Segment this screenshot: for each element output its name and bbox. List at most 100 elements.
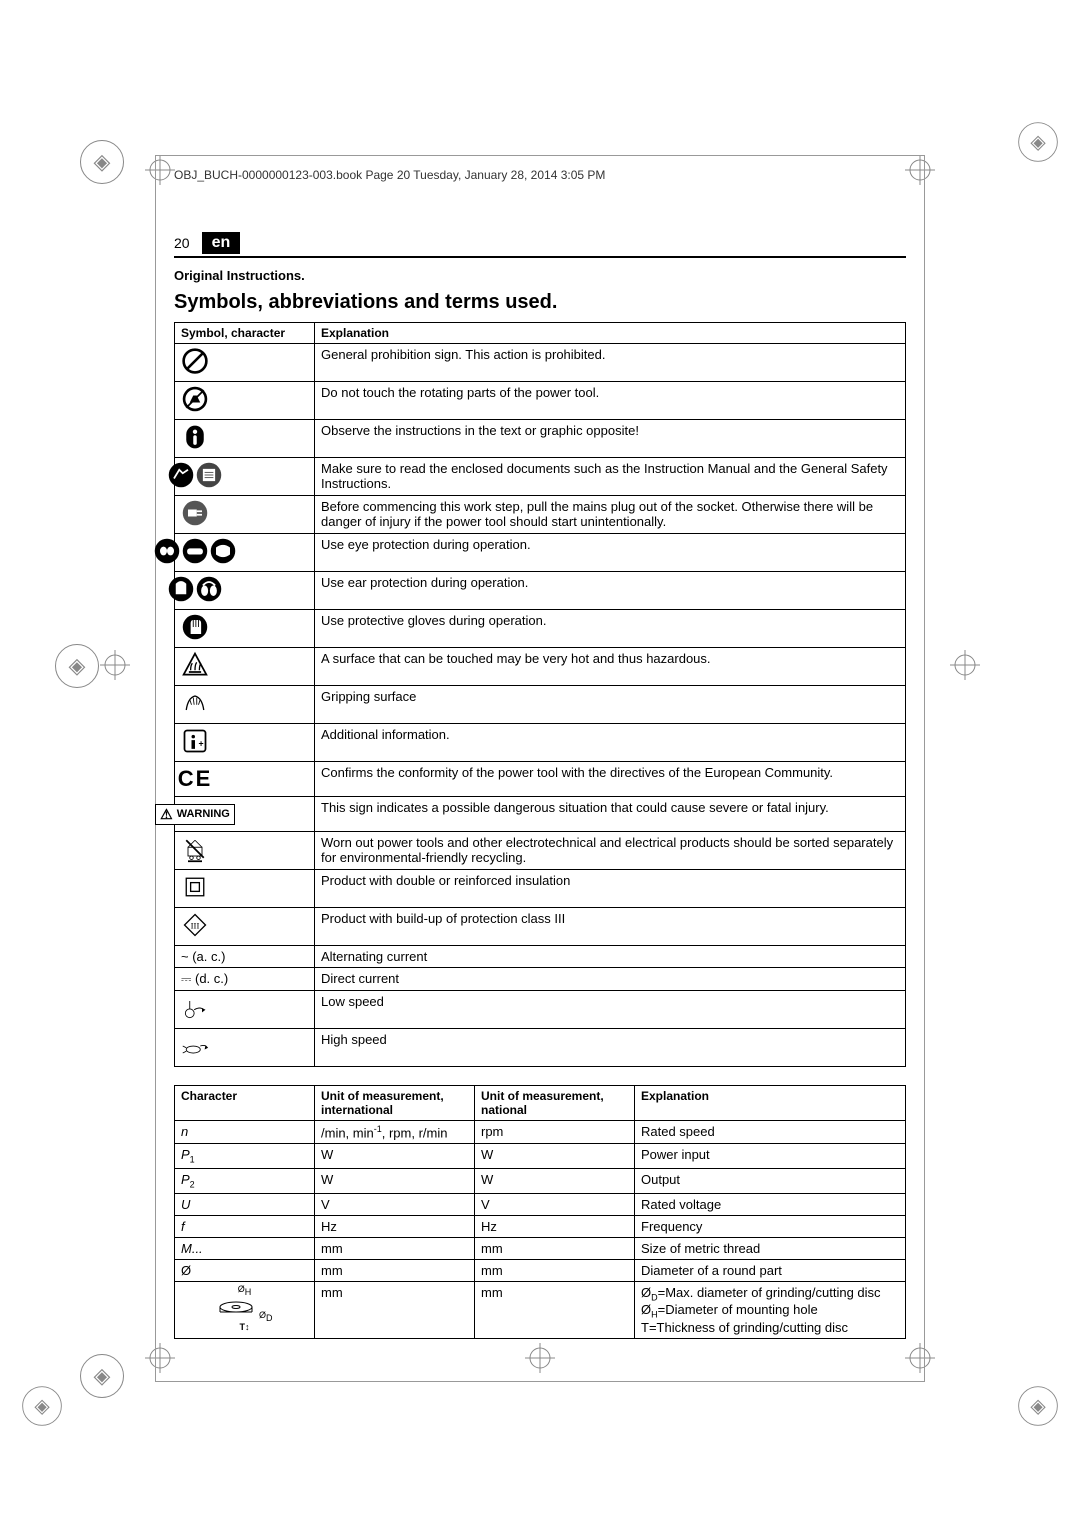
unit-intl-cell: mm — [315, 1259, 475, 1281]
read-docs-icon — [175, 458, 315, 496]
high-speed-icon — [181, 1032, 209, 1060]
ce-icon: CE — [175, 762, 315, 797]
eye-protection-icon — [175, 534, 315, 572]
read-docs-icon — [181, 461, 209, 489]
observe-icon — [181, 423, 209, 451]
unit-natl-cell: mm — [475, 1237, 635, 1259]
table-row: Before commencing this work step, pull t… — [175, 496, 906, 534]
grip-icon — [175, 686, 315, 724]
table-row: High speed — [175, 1029, 906, 1067]
info-icon: + — [175, 724, 315, 762]
eye-protection-icon — [181, 537, 209, 565]
symbol-explanation: This sign indicates a possible dangerous… — [315, 797, 906, 832]
table-row: UVVRated voltage — [175, 1193, 906, 1215]
table-row: Use eye protection during operation. — [175, 534, 906, 572]
unit-intl-cell: W — [315, 1144, 475, 1169]
table-row: P1WWPower input — [175, 1144, 906, 1169]
reg-mark-ml — [55, 644, 99, 688]
symbol-explanation: Product with build-up of protection clas… — [315, 908, 906, 946]
grip-icon — [181, 689, 209, 717]
unit-intl-cell: /min, min-1, rpm, r/min — [315, 1121, 475, 1144]
unit-intl-cell: V — [315, 1193, 475, 1215]
no-touch-icon — [175, 382, 315, 420]
character-cell: f — [175, 1215, 315, 1237]
characters-table: Character Unit of measurement, internati… — [174, 1085, 906, 1339]
table-row: P2WWOutput — [175, 1168, 906, 1193]
low-speed-icon — [175, 991, 315, 1029]
character-cell: ØH ØDT↕ — [175, 1281, 315, 1338]
unit-intl-cell: W — [315, 1168, 475, 1193]
class2-icon — [181, 873, 209, 901]
table-row: Gripping surface — [175, 686, 906, 724]
unit-natl-cell: V — [475, 1193, 635, 1215]
prohibition-icon — [175, 344, 315, 382]
char-explanation: Rated speed — [635, 1121, 906, 1144]
disc-diagram-icon: ØH ØDT↕ — [181, 1285, 308, 1333]
reg-mark-tr — [1018, 122, 1058, 162]
symbol-explanation: Additional information. — [315, 724, 906, 762]
symbols-header-2: Explanation — [315, 323, 906, 344]
symbol-explanation: Product with double or reinforced insula… — [315, 870, 906, 908]
table-row: ⎓ (d. c.)Direct current — [175, 968, 906, 991]
symbol-explanation: Gripping surface — [315, 686, 906, 724]
reg-mark-br — [1018, 1386, 1058, 1426]
symbol-explanation: Confirms the conformity of the power too… — [315, 762, 906, 797]
char-explanation: Rated voltage — [635, 1193, 906, 1215]
no-touch-icon — [181, 385, 209, 413]
symbol-explanation: Low speed — [315, 991, 906, 1029]
ce-icon: CE — [181, 765, 209, 793]
language-badge: en — [202, 232, 241, 254]
symbol-explanation: Use eye protection during operation. — [315, 534, 906, 572]
symbols-table: Symbol, character Explanation General pr… — [174, 322, 906, 1067]
symbol-explanation: Before commencing this work step, pull t… — [315, 496, 906, 534]
unit-natl-cell: mm — [475, 1281, 635, 1338]
unit-natl-cell: W — [475, 1168, 635, 1193]
unit-intl-cell: mm — [315, 1281, 475, 1338]
character-cell: P1 — [175, 1144, 315, 1169]
table-row: Make sure to read the enclosed documents… — [175, 458, 906, 496]
table-row: Do not touch the rotating parts of the p… — [175, 382, 906, 420]
symbol-explanation: High speed — [315, 1029, 906, 1067]
table-row: ⚠WARNING This sign indicates a possible d… — [175, 797, 906, 832]
ac-icon: ~ (a. c.) — [175, 946, 315, 968]
character-cell: M... — [175, 1237, 315, 1259]
cross-mr — [950, 650, 980, 680]
table-row: Observe the instructions in the text or … — [175, 420, 906, 458]
cross-ml — [100, 650, 130, 680]
unit-intl-cell: mm — [315, 1237, 475, 1259]
symbol-explanation: Use protective gloves during operation. — [315, 610, 906, 648]
unit-natl-cell: mm — [475, 1259, 635, 1281]
char-header-4: Explanation — [635, 1086, 906, 1121]
warning-badge: ⚠WARNING — [181, 800, 209, 828]
symbol-explanation: Worn out power tools and other electrote… — [315, 832, 906, 870]
unit-natl-cell: W — [475, 1144, 635, 1169]
symbol-explanation: A surface that can be touched may be ver… — [315, 648, 906, 686]
low-speed-icon — [181, 994, 209, 1022]
gloves-icon — [181, 613, 209, 641]
unplug-icon — [175, 496, 315, 534]
reg-mark-bl — [80, 1354, 124, 1398]
reg-mark-tl — [80, 140, 124, 184]
ear-protection-icon — [181, 575, 209, 603]
ear-protection-icon — [175, 572, 315, 610]
svg-text:III: III — [191, 921, 200, 931]
high-speed-icon — [175, 1029, 315, 1067]
original-instructions-label: Original Instructions. — [174, 268, 906, 283]
char-header-1: Character — [175, 1086, 315, 1121]
char-header-3: Unit of measurement, national — [475, 1086, 635, 1121]
table-row: ØmmmmDiameter of a round part — [175, 1259, 906, 1281]
weee-icon — [181, 835, 209, 863]
char-explanation: Diameter of a round part — [635, 1259, 906, 1281]
page-frame: OBJ_BUCH-0000000123-003.book Page 20 Tue… — [155, 155, 925, 1382]
char-explanation: ØD=Max. diameter of grinding/cutting dis… — [635, 1281, 906, 1338]
symbol-explanation: Observe the instructions in the text or … — [315, 420, 906, 458]
char-explanation: Size of metric thread — [635, 1237, 906, 1259]
page-bar: 20 en — [174, 232, 906, 258]
table-row: n/min, min-1, rpm, r/minrpmRated speed — [175, 1121, 906, 1144]
char-explanation: Power input — [635, 1144, 906, 1169]
char-explanation: Frequency — [635, 1215, 906, 1237]
table-row: Product with double or reinforced insula… — [175, 870, 906, 908]
symbol-explanation: Make sure to read the enclosed documents… — [315, 458, 906, 496]
symbol-explanation: General prohibition sign. This action is… — [315, 344, 906, 382]
character-cell: U — [175, 1193, 315, 1215]
